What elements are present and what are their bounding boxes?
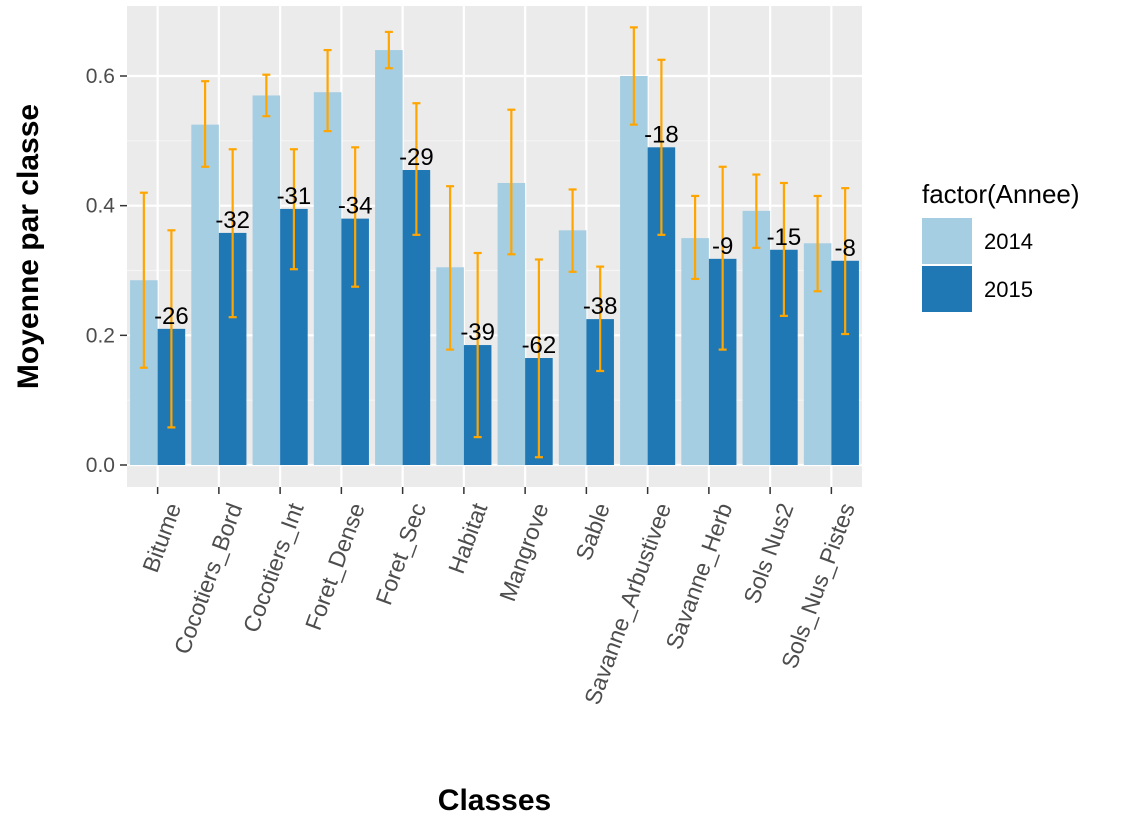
x-tick-label: Foret_Dense bbox=[300, 500, 370, 634]
legend-label: 2015 bbox=[984, 277, 1033, 302]
error-bar-2015-Sols Nus2 bbox=[779, 181, 788, 317]
error-bar-2014-Sols Nus2 bbox=[752, 173, 761, 249]
plot-panel bbox=[127, 6, 862, 487]
data-labels: -26 -32 -31 -34 -29 -39 -62 -38 -18 -9 -15 -8 bbox=[154, 121, 856, 359]
y-axis-title: Moyenne par classe bbox=[12, 104, 45, 389]
x-tick-label: Savanne_Herb bbox=[660, 500, 737, 653]
error-bar-2014-Sols_Nus_Pistes bbox=[813, 194, 822, 293]
error-bar-2014-Foret_Dense bbox=[323, 48, 332, 133]
data-label: -32 bbox=[215, 207, 250, 234]
error-bar-2014-Mangrove bbox=[507, 108, 516, 256]
data-label: -26 bbox=[154, 303, 189, 330]
bar-2014-Foret_Dense bbox=[313, 92, 342, 465]
bar-2014-Sols Nus2 bbox=[742, 210, 771, 465]
error-bar-2014-Sable bbox=[568, 188, 577, 273]
error-bar-2014-Cocotiers_Int bbox=[262, 73, 271, 118]
error-bar-2015-Savanne_Arbustivee bbox=[657, 58, 666, 236]
legend-swatch-2015 bbox=[922, 266, 972, 312]
data-label: -38 bbox=[583, 293, 618, 320]
data-label: -8 bbox=[834, 235, 855, 262]
bar-2014-Savanne_Arbustivee bbox=[620, 76, 648, 465]
error-bar-2014-Cocotiers_Bord bbox=[201, 80, 210, 168]
data-label: -39 bbox=[460, 319, 495, 346]
error-bar-2015-Foret_Dense bbox=[351, 146, 360, 288]
error-bar-2015-Sols_Nus_Pistes bbox=[841, 187, 850, 336]
error-bar-2015-Foret_Sec bbox=[412, 102, 421, 236]
error-bar-2015-Cocotiers_Int bbox=[289, 148, 298, 271]
x-tick-label: Foret_Sec bbox=[370, 500, 431, 609]
bar-2014-Foret_Sec bbox=[375, 50, 403, 466]
y-axis: 0.0 0.2 0.4 0.6 bbox=[86, 65, 127, 477]
data-label: -31 bbox=[277, 183, 312, 210]
error-bar-2014-Savanne_Herb bbox=[691, 194, 700, 281]
x-axis-title: Classes bbox=[438, 784, 551, 816]
y-tick-label: 0.4 bbox=[86, 195, 116, 218]
data-label: -29 bbox=[399, 144, 434, 171]
x-axis: BitumeCocotiers_BordCocotiers_IntForet_D… bbox=[137, 487, 860, 708]
data-label: -9 bbox=[712, 233, 733, 260]
data-label: -34 bbox=[338, 193, 373, 220]
error-bar-2015-Habitat bbox=[473, 251, 482, 439]
x-tick-label: Sable bbox=[570, 500, 615, 564]
error-bar-2015-Cocotiers_Bord bbox=[228, 148, 237, 319]
error-bar-2015-Mangrove bbox=[534, 258, 543, 459]
legend-label: 2014 bbox=[984, 229, 1033, 254]
data-label: -62 bbox=[522, 332, 557, 359]
x-tick-label: Mangrove bbox=[494, 500, 553, 605]
legend-swatch-2014 bbox=[922, 218, 972, 264]
error-bars bbox=[139, 26, 850, 459]
x-tick-label: Sols Nus2 bbox=[738, 500, 798, 607]
error-bar-2014-Habitat bbox=[446, 185, 455, 351]
y-tick-label: 0.2 bbox=[86, 324, 115, 347]
legend-title: factor(Annee) bbox=[922, 179, 1080, 209]
y-tick-label: 0.0 bbox=[86, 454, 115, 477]
error-bar-2015-Savanne_Herb bbox=[718, 165, 727, 351]
bar-2014-Cocotiers_Bord bbox=[191, 124, 219, 465]
x-tick-label: Cocotiers_Int bbox=[238, 499, 309, 636]
error-bar-2015-Sable bbox=[596, 265, 605, 373]
error-bar-2014-Bitume bbox=[139, 191, 148, 369]
legend: factor(Annee) 2014 2015 bbox=[922, 179, 1080, 312]
minor-gridlines bbox=[127, 140, 862, 401]
bar-2014-Cocotiers_Int bbox=[252, 95, 281, 465]
error-bar-2014-Savanne_Arbustivee bbox=[629, 26, 638, 126]
data-label: -18 bbox=[644, 121, 679, 148]
y-tick-label: 0.6 bbox=[86, 65, 115, 88]
error-bar-2014-Foret_Sec bbox=[384, 30, 393, 70]
data-label: -15 bbox=[767, 224, 802, 251]
x-tick-label: Bitume bbox=[137, 500, 186, 576]
error-bar-2015-Bitume bbox=[167, 229, 176, 429]
x-tick-label: Habitat bbox=[443, 499, 493, 577]
